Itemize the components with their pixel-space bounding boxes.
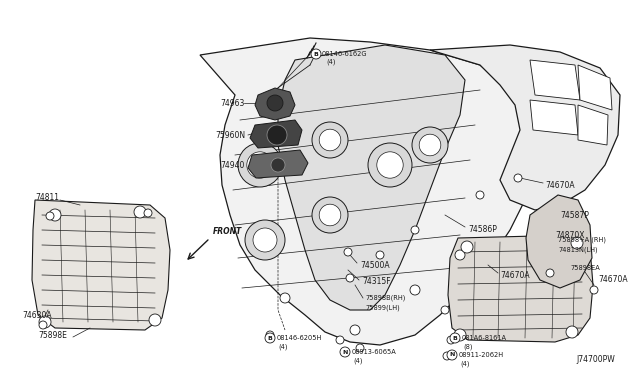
Text: 74940: 74940 (220, 160, 244, 170)
Circle shape (247, 152, 273, 178)
Polygon shape (530, 60, 580, 100)
Polygon shape (526, 195, 592, 288)
Circle shape (455, 250, 465, 260)
Circle shape (265, 333, 275, 343)
Circle shape (39, 321, 47, 329)
Text: 74870X: 74870X (555, 231, 584, 240)
Circle shape (245, 220, 285, 260)
Text: B: B (268, 336, 273, 340)
Polygon shape (248, 150, 308, 178)
Text: 75898+A (RH): 75898+A (RH) (558, 237, 606, 243)
Circle shape (546, 269, 554, 277)
Text: (4): (4) (278, 344, 287, 350)
Circle shape (368, 143, 412, 187)
Circle shape (461, 241, 473, 253)
Circle shape (344, 248, 352, 256)
Text: 08911-2062H: 08911-2062H (459, 352, 504, 358)
Text: (4): (4) (326, 59, 335, 65)
Text: 74586P: 74586P (468, 225, 497, 234)
Text: B: B (452, 336, 458, 340)
Circle shape (46, 212, 54, 220)
Circle shape (39, 316, 51, 328)
Circle shape (49, 209, 61, 221)
Text: 74811: 74811 (35, 192, 59, 202)
Circle shape (514, 174, 522, 182)
Circle shape (454, 329, 466, 341)
Polygon shape (448, 235, 593, 342)
Circle shape (419, 134, 441, 156)
Circle shape (350, 325, 360, 335)
Circle shape (441, 306, 449, 314)
Text: 75960N: 75960N (215, 131, 245, 140)
Polygon shape (578, 105, 608, 145)
Text: 74670A: 74670A (500, 270, 530, 279)
Text: 08146-6205H: 08146-6205H (277, 335, 323, 341)
Text: 74670A: 74670A (598, 276, 628, 285)
Text: 74963: 74963 (220, 99, 244, 108)
Circle shape (311, 49, 321, 59)
Circle shape (450, 333, 460, 343)
Circle shape (590, 286, 598, 294)
Circle shape (238, 143, 282, 187)
Circle shape (319, 129, 341, 151)
Circle shape (356, 344, 364, 352)
Circle shape (267, 125, 287, 145)
Circle shape (149, 314, 161, 326)
Circle shape (376, 251, 384, 259)
Text: N: N (342, 350, 348, 355)
Circle shape (280, 293, 290, 303)
Polygon shape (250, 120, 302, 148)
Text: 75898B(RH): 75898B(RH) (365, 295, 405, 301)
Polygon shape (430, 45, 620, 210)
Circle shape (144, 209, 152, 217)
Text: (4): (4) (353, 358, 362, 364)
Circle shape (253, 228, 277, 252)
Circle shape (566, 326, 578, 338)
Circle shape (443, 352, 451, 360)
Text: 081A6-8161A: 081A6-8161A (462, 335, 507, 341)
Circle shape (340, 347, 350, 357)
Circle shape (271, 158, 285, 172)
Text: 08913-6065A: 08913-6065A (352, 349, 397, 355)
Text: 75898EA: 75898EA (570, 265, 600, 271)
Polygon shape (200, 38, 535, 345)
Circle shape (312, 122, 348, 158)
Polygon shape (32, 200, 170, 330)
Text: 75898E: 75898E (38, 330, 67, 340)
Circle shape (411, 226, 419, 234)
Polygon shape (278, 45, 465, 310)
Text: B: B (314, 51, 319, 57)
Circle shape (336, 336, 344, 344)
Text: FRONT: FRONT (213, 228, 243, 237)
Circle shape (267, 95, 283, 111)
Circle shape (447, 350, 457, 360)
Text: (4): (4) (460, 361, 470, 367)
Polygon shape (530, 100, 578, 135)
Circle shape (319, 204, 341, 226)
Text: 74500A: 74500A (360, 260, 390, 269)
Circle shape (476, 191, 484, 199)
Circle shape (134, 206, 146, 218)
Text: 75899(LH): 75899(LH) (365, 305, 400, 311)
Circle shape (571, 237, 583, 249)
Text: J74700PW: J74700PW (576, 356, 615, 365)
Text: 74587P: 74587P (560, 211, 589, 219)
Text: 74315F: 74315F (362, 278, 390, 286)
Circle shape (312, 197, 348, 233)
Circle shape (377, 152, 403, 178)
Polygon shape (578, 65, 612, 110)
Circle shape (346, 274, 354, 282)
Text: (8): (8) (463, 344, 472, 350)
Circle shape (410, 285, 420, 295)
Text: 74630A: 74630A (22, 311, 52, 320)
Circle shape (266, 331, 274, 339)
Text: N: N (449, 353, 454, 357)
Circle shape (412, 127, 448, 163)
Text: 74813N(LH): 74813N(LH) (558, 247, 598, 253)
Circle shape (447, 336, 455, 344)
Text: 08146-6162G: 08146-6162G (322, 51, 367, 57)
Text: 74670A: 74670A (545, 180, 575, 189)
Polygon shape (255, 88, 295, 120)
